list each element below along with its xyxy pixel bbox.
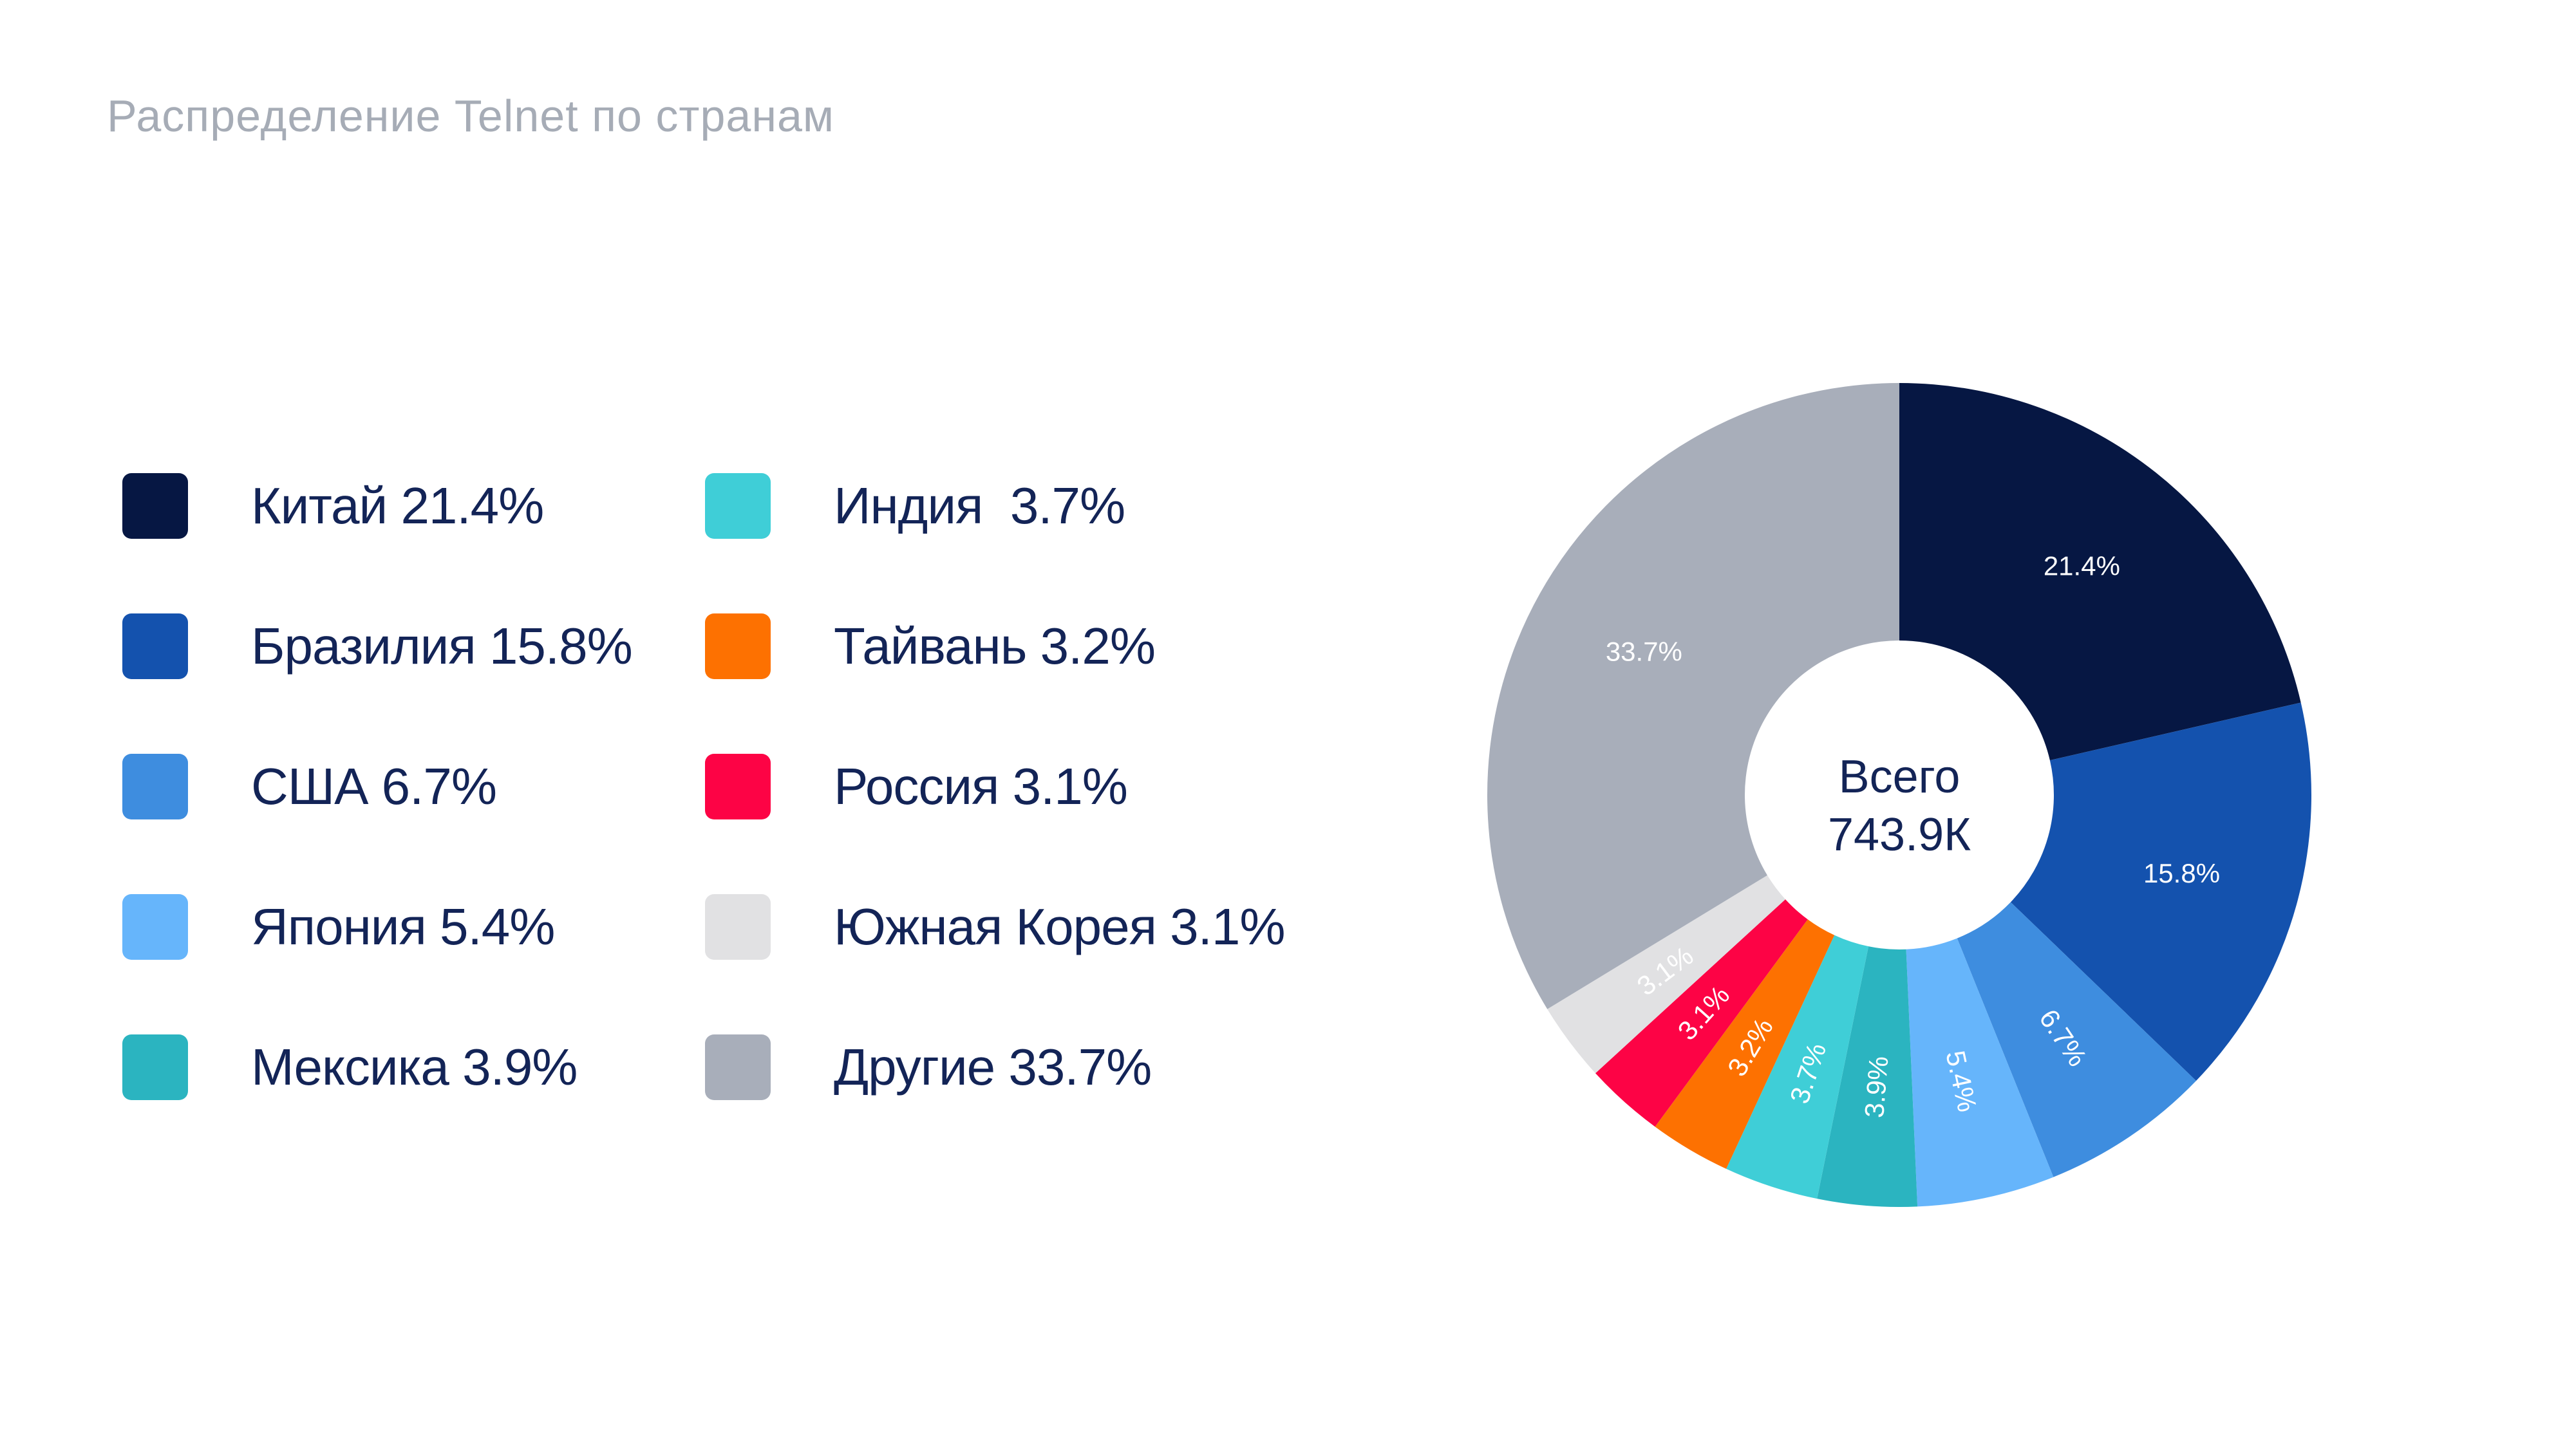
pie-slice-Россия[interactable] (1595, 899, 1808, 1127)
legend-item-brazil[interactable]: Бразилия 15.8% (122, 613, 633, 679)
legend-swatch-mexico (122, 1034, 188, 1100)
legend-swatch-south-korea (705, 894, 771, 960)
pie-slice-Япония[interactable] (1906, 938, 2054, 1207)
legend-item-taiwan[interactable]: Тайвань 3.2% (705, 613, 1285, 679)
legend-swatch-japan (122, 894, 188, 960)
pie-slice-Южная Корея[interactable] (1547, 875, 1785, 1074)
slice-label-Бразилия: 15.8% (2143, 858, 2220, 888)
legend-label-brazil: Бразилия 15.8% (251, 617, 633, 675)
legend-swatch-taiwan (705, 613, 771, 679)
center-label-line1: Всего (1839, 751, 1960, 803)
legend-label-russia: Россия 3.1% (834, 758, 1128, 815)
chart-title: Распределение Telnet по странам (107, 91, 835, 141)
legend-item-others[interactable]: Другие 33.7% (705, 1034, 1285, 1100)
legend-swatch-india (705, 473, 771, 539)
pie-slice-Другие[interactable] (1487, 383, 1899, 1009)
pie-slice-Тайвань[interactable] (1655, 919, 1835, 1169)
donut-slices (1487, 383, 2311, 1207)
pie-slice-Мексика[interactable] (1817, 946, 1918, 1207)
pie-slice-Бразилия[interactable] (2010, 702, 2311, 1081)
legend-item-south-korea[interactable]: Южная Корея 3.1% (705, 894, 1286, 960)
legend-item-mexico[interactable]: Мексика 3.9% (122, 1034, 632, 1100)
legend-item-china[interactable]: Китай 21.4% (122, 473, 632, 539)
pie-slice-США[interactable] (1957, 902, 2196, 1177)
legend-item-japan[interactable]: Япония 5.4% (122, 894, 632, 960)
slice-label-Другие: 33.7% (1606, 637, 1682, 667)
legend-swatch-russia (705, 754, 771, 819)
legend-label-china: Китай 21.4% (251, 477, 544, 534)
donut-chart: 21.4% 15.8% 6.7% 5.4% 3.9% 3.7% 3.2% 3.1% 3.1% 33… (1474, 370, 2324, 1220)
legend-label-usa: США 6.7% (251, 758, 497, 815)
legend-label-india: Индия 3.7% (834, 477, 1125, 534)
legend-item-india[interactable]: Индия 3.7% (705, 473, 1285, 539)
pie-slice-Индия[interactable] (1726, 935, 1869, 1199)
donut-svg: 21.4%15.8%6.7%5.4%3.9%3.7%3.2%3.1%3.1%33… (1487, 383, 2311, 1207)
legend-item-russia[interactable]: Россия 3.1% (705, 754, 1285, 819)
slice-label-Мексика: 3.9% (1859, 1055, 1894, 1119)
legend-label-taiwan: Тайвань 3.2% (834, 617, 1156, 675)
legend-swatch-brazil (122, 613, 188, 679)
legend-label-mexico: Мексика 3.9% (251, 1038, 578, 1096)
legend-label-others: Другие 33.7% (834, 1038, 1152, 1096)
legend-item-usa[interactable]: США 6.7% (122, 754, 632, 819)
legend-swatch-china (122, 473, 188, 539)
legend-column-1: Китай 21.4% Бразилия 15.8% США 6.7% Япон… (122, 473, 633, 1175)
slice-label-Китай: 21.4% (2044, 551, 2120, 581)
pie-slice-Китай[interactable] (1899, 383, 2301, 761)
center-label-line2: 743.9К (1828, 809, 1971, 861)
legend-label-south-korea: Южная Корея 3.1% (834, 898, 1286, 955)
legend-swatch-others (705, 1034, 771, 1100)
legend-column-2: Индия 3.7% Тайвань 3.2% Россия 3.1% Южна… (705, 473, 1286, 1175)
legend-swatch-usa (122, 754, 188, 819)
legend-label-japan: Япония 5.4% (251, 898, 555, 955)
